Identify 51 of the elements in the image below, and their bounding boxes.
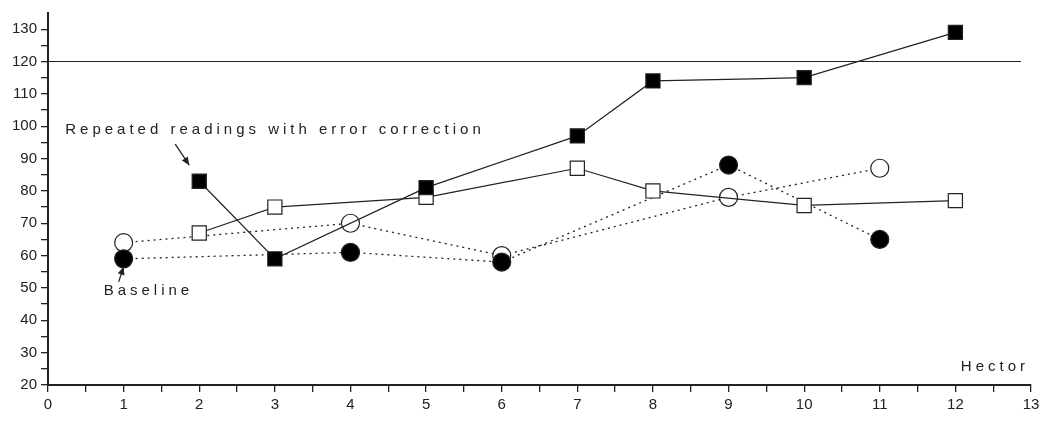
- x-tick-label: 7: [573, 395, 582, 413]
- x-tick-label: 1: [119, 395, 128, 413]
- point: [492, 252, 512, 272]
- annotation: Hector: [960, 357, 1029, 374]
- point: [267, 251, 283, 267]
- y-tick-label: 70: [20, 213, 38, 231]
- x-tick-label: 3: [270, 395, 280, 413]
- point: [191, 173, 207, 189]
- x-tick-label: 11: [871, 395, 888, 413]
- point: [947, 24, 964, 41]
- y-tick-label: 130: [12, 19, 38, 37]
- point: [645, 183, 661, 199]
- y-tick-label: 100: [12, 116, 38, 134]
- point: [718, 187, 739, 207]
- point: [645, 73, 661, 89]
- x-tick-label: 5: [421, 395, 431, 413]
- y-tick-label: 30: [20, 342, 38, 360]
- point: [569, 128, 585, 144]
- point: [340, 213, 361, 233]
- x-tick-label: 10: [795, 395, 813, 413]
- y-tick-label: 120: [12, 51, 38, 69]
- y-tick-label: 90: [20, 148, 38, 166]
- y-tick-label: 110: [13, 84, 38, 102]
- point: [569, 160, 585, 176]
- y-tick-label: 20: [20, 375, 38, 393]
- point: [718, 155, 739, 175]
- point: [870, 229, 890, 250]
- point: [947, 192, 964, 209]
- x-tick-label: 8: [648, 395, 658, 413]
- x-tick-label: 0: [43, 395, 53, 413]
- point: [114, 249, 134, 269]
- y-tick-label: 40: [20, 310, 38, 328]
- point: [796, 197, 812, 214]
- x-tick-label: 12: [947, 395, 964, 413]
- x-tick-label: 6: [497, 395, 506, 413]
- point: [796, 70, 812, 86]
- x-tick-label: 4: [346, 395, 355, 413]
- y-tick-label: 60: [20, 245, 38, 263]
- x-tick-label: 9: [724, 395, 733, 413]
- annotation: Repeated readings with error correction: [65, 120, 485, 138]
- point: [418, 180, 434, 196]
- annotation: Baseline: [103, 280, 194, 298]
- point: [870, 158, 890, 178]
- y-tick-label: 50: [20, 278, 38, 296]
- point: [114, 233, 134, 253]
- point: [191, 225, 207, 241]
- point: [267, 199, 283, 215]
- point: [340, 242, 361, 262]
- x-tick-label: 13: [1022, 395, 1040, 413]
- x-tick-label: 2: [195, 395, 204, 413]
- y-tick-label: 80: [20, 181, 38, 199]
